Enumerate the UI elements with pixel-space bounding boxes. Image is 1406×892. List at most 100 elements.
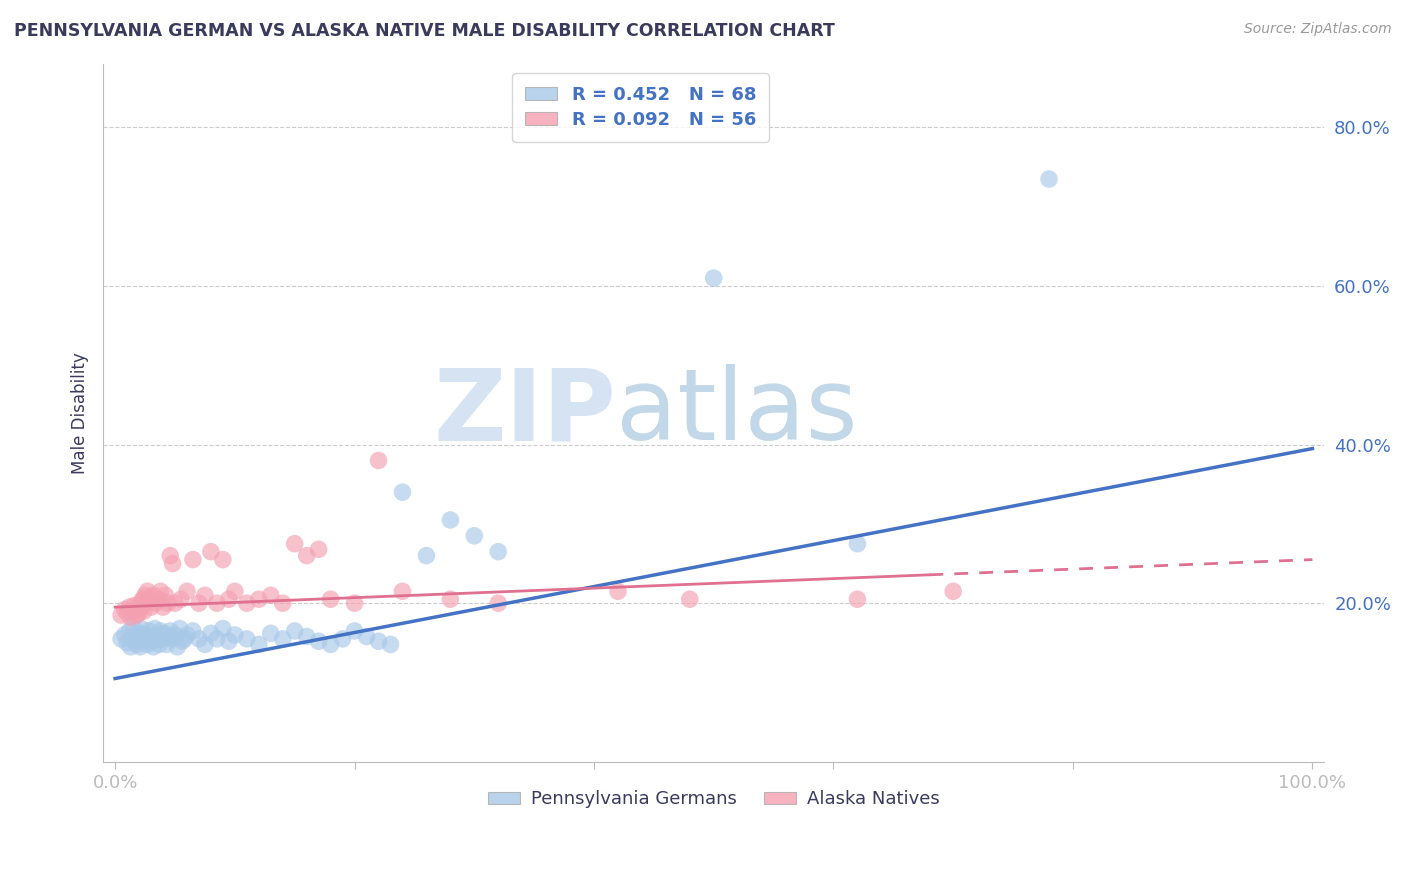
Point	[166, 640, 188, 654]
Point	[143, 622, 166, 636]
Point	[135, 596, 157, 610]
Point	[172, 634, 194, 648]
Point	[129, 640, 152, 654]
Point	[155, 588, 177, 602]
Point	[114, 628, 136, 642]
Point	[846, 537, 869, 551]
Point	[110, 608, 132, 623]
Point	[163, 628, 186, 642]
Point	[139, 630, 162, 644]
Point	[162, 557, 184, 571]
Point	[332, 632, 354, 646]
Point	[148, 637, 170, 651]
Point	[118, 624, 141, 638]
Point	[308, 542, 330, 557]
Point	[343, 624, 366, 638]
Point	[115, 606, 138, 620]
Point	[247, 592, 270, 607]
Point	[135, 628, 157, 642]
Point	[486, 544, 509, 558]
Point	[176, 628, 198, 642]
Point	[153, 626, 176, 640]
Point	[136, 637, 159, 651]
Point	[148, 628, 170, 642]
Point	[162, 632, 184, 646]
Point	[132, 604, 155, 618]
Point	[142, 640, 165, 654]
Point	[155, 637, 177, 651]
Point	[367, 634, 389, 648]
Point	[145, 596, 167, 610]
Point	[271, 596, 294, 610]
Point	[146, 632, 169, 646]
Text: atlas: atlas	[616, 365, 858, 461]
Point	[129, 596, 152, 610]
Point	[149, 624, 172, 638]
Point	[181, 624, 204, 638]
Point	[173, 632, 195, 646]
Text: ZIP: ZIP	[433, 365, 616, 461]
Point	[319, 637, 342, 651]
Point	[218, 592, 240, 607]
Point	[194, 588, 217, 602]
Point	[134, 632, 156, 646]
Point	[343, 596, 366, 610]
Point	[148, 592, 170, 607]
Point	[134, 588, 156, 602]
Point	[138, 624, 160, 638]
Point	[170, 592, 193, 607]
Point	[703, 271, 725, 285]
Point	[356, 630, 378, 644]
Point	[679, 592, 702, 607]
Point	[156, 596, 179, 610]
Point	[139, 600, 162, 615]
Point	[141, 634, 163, 648]
Point	[159, 549, 181, 563]
Point	[187, 632, 209, 646]
Point	[127, 634, 149, 648]
Point	[212, 552, 235, 566]
Point	[486, 596, 509, 610]
Point	[125, 637, 148, 651]
Point	[118, 600, 141, 615]
Point	[415, 549, 437, 563]
Point	[131, 600, 153, 615]
Point	[122, 599, 145, 613]
Point	[236, 596, 259, 610]
Point	[152, 632, 174, 646]
Point	[295, 630, 318, 644]
Point	[1038, 172, 1060, 186]
Legend: Pennsylvania Germans, Alaska Natives: Pennsylvania Germans, Alaska Natives	[481, 783, 948, 815]
Point	[200, 544, 222, 558]
Point	[439, 513, 461, 527]
Point	[142, 588, 165, 602]
Point	[131, 592, 153, 607]
Point	[236, 632, 259, 646]
Point	[295, 549, 318, 563]
Point	[205, 632, 228, 646]
Point	[391, 485, 413, 500]
Point	[200, 626, 222, 640]
Point	[308, 634, 330, 648]
Point	[181, 552, 204, 566]
Point	[120, 640, 142, 654]
Point	[212, 622, 235, 636]
Point	[149, 584, 172, 599]
Point	[260, 626, 283, 640]
Text: Source: ZipAtlas.com: Source: ZipAtlas.com	[1244, 22, 1392, 37]
Point	[122, 632, 145, 646]
Point	[169, 622, 191, 636]
Point	[367, 453, 389, 467]
Point	[127, 602, 149, 616]
Point	[284, 537, 307, 551]
Point	[380, 637, 402, 651]
Point	[271, 632, 294, 646]
Point	[391, 584, 413, 599]
Point	[224, 628, 246, 642]
Point	[159, 624, 181, 638]
Point	[120, 610, 142, 624]
Point	[176, 584, 198, 599]
Y-axis label: Male Disability: Male Disability	[72, 352, 89, 474]
Point	[156, 630, 179, 644]
Point	[247, 637, 270, 651]
